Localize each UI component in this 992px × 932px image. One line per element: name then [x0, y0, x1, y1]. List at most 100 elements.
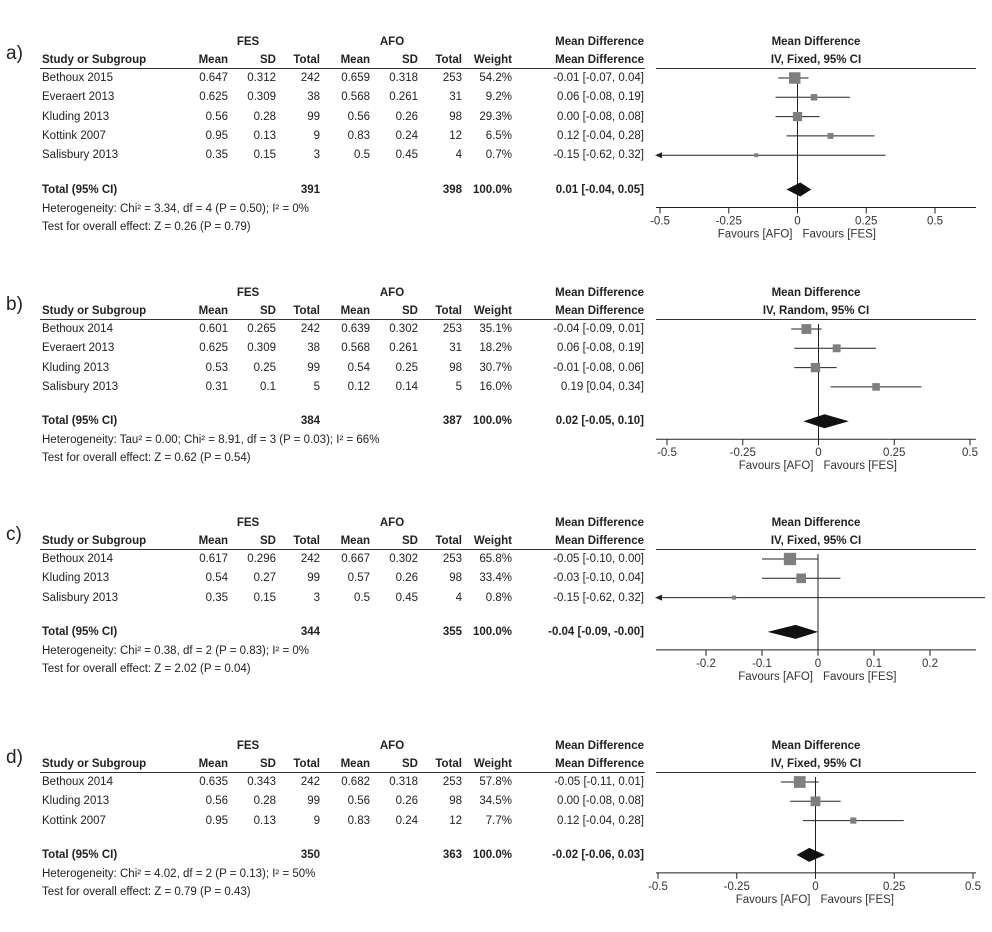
- study-name: Kluding 2013: [42, 361, 110, 374]
- plot-header-rule: [656, 772, 976, 773]
- favours-left-label: Favours [AFO]: [736, 894, 811, 906]
- afo-total: 98: [449, 110, 462, 123]
- plot-header-rule: [656, 549, 976, 550]
- column-header: Mean Difference: [555, 305, 644, 317]
- x-tick-label: -0.5: [657, 447, 677, 459]
- fes-sd: 0.312: [247, 72, 276, 84]
- study-weight: 7.7%: [485, 814, 512, 827]
- study-weight: 33.4%: [479, 572, 512, 585]
- total-label: Total (95% CI): [42, 183, 118, 196]
- x-tick-label: 0: [815, 658, 821, 670]
- study-weight-square: [792, 111, 803, 122]
- study-ci: -0.04 [-0.09, 0.01]: [553, 323, 644, 335]
- column-header: Total: [435, 758, 462, 770]
- overall-effect-text: Test for overall effect: Z = 0.62 (P = 0…: [42, 452, 251, 465]
- study-ci: -0.05 [-0.10, 0.00]: [553, 553, 644, 565]
- ci-arrow-left: [655, 594, 662, 601]
- x-tick-label: -0.5: [650, 216, 670, 228]
- total-fes: 344: [300, 625, 320, 638]
- study-weight: 35.1%: [479, 323, 512, 335]
- column-header: Study or Subgroup: [42, 54, 147, 66]
- plot-effect-header: Mean Difference: [771, 517, 861, 529]
- study-weight-square: [872, 383, 880, 391]
- fes-sd: 0.296: [247, 553, 276, 565]
- afo-mean: 0.568: [341, 91, 370, 104]
- fes-mean: 0.601: [199, 323, 228, 335]
- afo-mean: 0.83: [347, 129, 370, 142]
- study-name: Salisbury 2013: [42, 380, 119, 393]
- column-header: Mean: [340, 305, 370, 317]
- afo-total: 5: [455, 380, 462, 393]
- study-name: Salisbury 2013: [42, 149, 119, 162]
- study-weight-square: [793, 776, 806, 788]
- fes-total: 38: [307, 342, 320, 355]
- heterogeneity-text: Heterogeneity: Chi² = 0.38, df = 2 (P = …: [42, 644, 309, 657]
- column-header: Total: [293, 535, 320, 547]
- study-weight: 29.3%: [479, 110, 512, 123]
- afo-mean: 0.659: [341, 72, 370, 84]
- fes-sd: 0.15: [253, 149, 276, 162]
- favours-right-label: Favours [FES]: [803, 229, 877, 241]
- total-afo: 355: [442, 625, 462, 638]
- overall-effect-text: Test for overall effect: Z = 0.79 (P = 0…: [42, 885, 251, 898]
- fes-mean: 0.95: [205, 129, 228, 142]
- study-name: Bethoux 2014: [42, 776, 113, 788]
- study-weight: 6.5%: [485, 129, 512, 142]
- study-weight-square: [789, 72, 801, 84]
- study-weight: 34.5%: [479, 795, 512, 808]
- fes-total: 38: [307, 91, 320, 104]
- column-header: Total: [435, 54, 462, 66]
- study-ci: -0.01 [-0.07, 0.04]: [553, 72, 644, 84]
- plot-effect-header: Mean Difference: [771, 287, 861, 299]
- study-name: Kottink 2007: [42, 814, 106, 827]
- study-weight: 0.7%: [485, 149, 512, 162]
- fes-sd: 0.309: [247, 91, 276, 104]
- x-tick-label: 0.25: [883, 881, 905, 893]
- study-ci: 0.12 [-0.04, 0.28]: [557, 814, 644, 827]
- x-tick-label: 0.5: [965, 881, 981, 893]
- heterogeneity-text: Heterogeneity: Chi² = 4.02, df = 2 (P = …: [42, 867, 316, 880]
- x-tick-label: 0.5: [927, 216, 943, 228]
- x-tick-label: 0.5: [962, 447, 978, 459]
- afo-total: 12: [449, 814, 462, 827]
- total-afo: 398: [442, 183, 462, 196]
- study-name: Kluding 2013: [42, 572, 110, 585]
- study-name: Kluding 2013: [42, 110, 110, 123]
- study-name: Everaert 2013: [42, 91, 115, 104]
- total-ci: -0.04 [-0.09, -0.00]: [548, 625, 644, 638]
- fes-total: 242: [300, 72, 320, 84]
- fes-sd: 0.25: [253, 361, 276, 374]
- favours-right-label: Favours [FES]: [821, 894, 895, 906]
- pooled-diamond: [803, 414, 849, 429]
- study-ci: -0.05 [-0.11, 0.01]: [554, 776, 644, 788]
- study-weight: 65.8%: [479, 553, 512, 565]
- effect-header: Mean Difference: [555, 517, 644, 529]
- fes-total: 242: [300, 553, 320, 565]
- x-tick-label: -0.25: [716, 216, 742, 228]
- study-weight: 16.0%: [479, 380, 512, 393]
- fes-sd: 0.28: [253, 795, 276, 808]
- fes-sd: 0.265: [247, 323, 276, 335]
- total-ci: 0.02 [-0.05, 0.10]: [555, 415, 644, 428]
- afo-total: 253: [442, 553, 462, 565]
- overall-effect-text: Test for overall effect: Z = 0.26 (P = 0…: [42, 220, 251, 233]
- afo-mean: 0.83: [347, 814, 370, 827]
- study-weight-square: [796, 573, 807, 584]
- plot-method-header: IV, Fixed, 95% CI: [770, 758, 862, 770]
- total-afo: 387: [442, 415, 462, 428]
- afo-mean: 0.5: [354, 591, 370, 604]
- afo-mean: 0.568: [341, 342, 370, 355]
- forest-panel-c: c) FES AFO Mean Difference Mean Difference St…: [0, 514, 992, 709]
- column-header: Weight: [473, 305, 512, 317]
- total-label: Total (95% CI): [42, 625, 118, 638]
- fes-mean: 0.647: [199, 72, 228, 84]
- fes-sd: 0.27: [253, 572, 276, 585]
- column-header: Total: [293, 305, 320, 317]
- total-weight: 100.0%: [472, 415, 512, 428]
- total-weight: 100.0%: [472, 625, 512, 638]
- afo-total: 31: [449, 91, 462, 104]
- study-weight-square: [810, 94, 818, 101]
- study-weight: 9.2%: [485, 91, 512, 104]
- column-header: SD: [402, 305, 418, 317]
- study-name: Bethoux 2014: [42, 553, 113, 565]
